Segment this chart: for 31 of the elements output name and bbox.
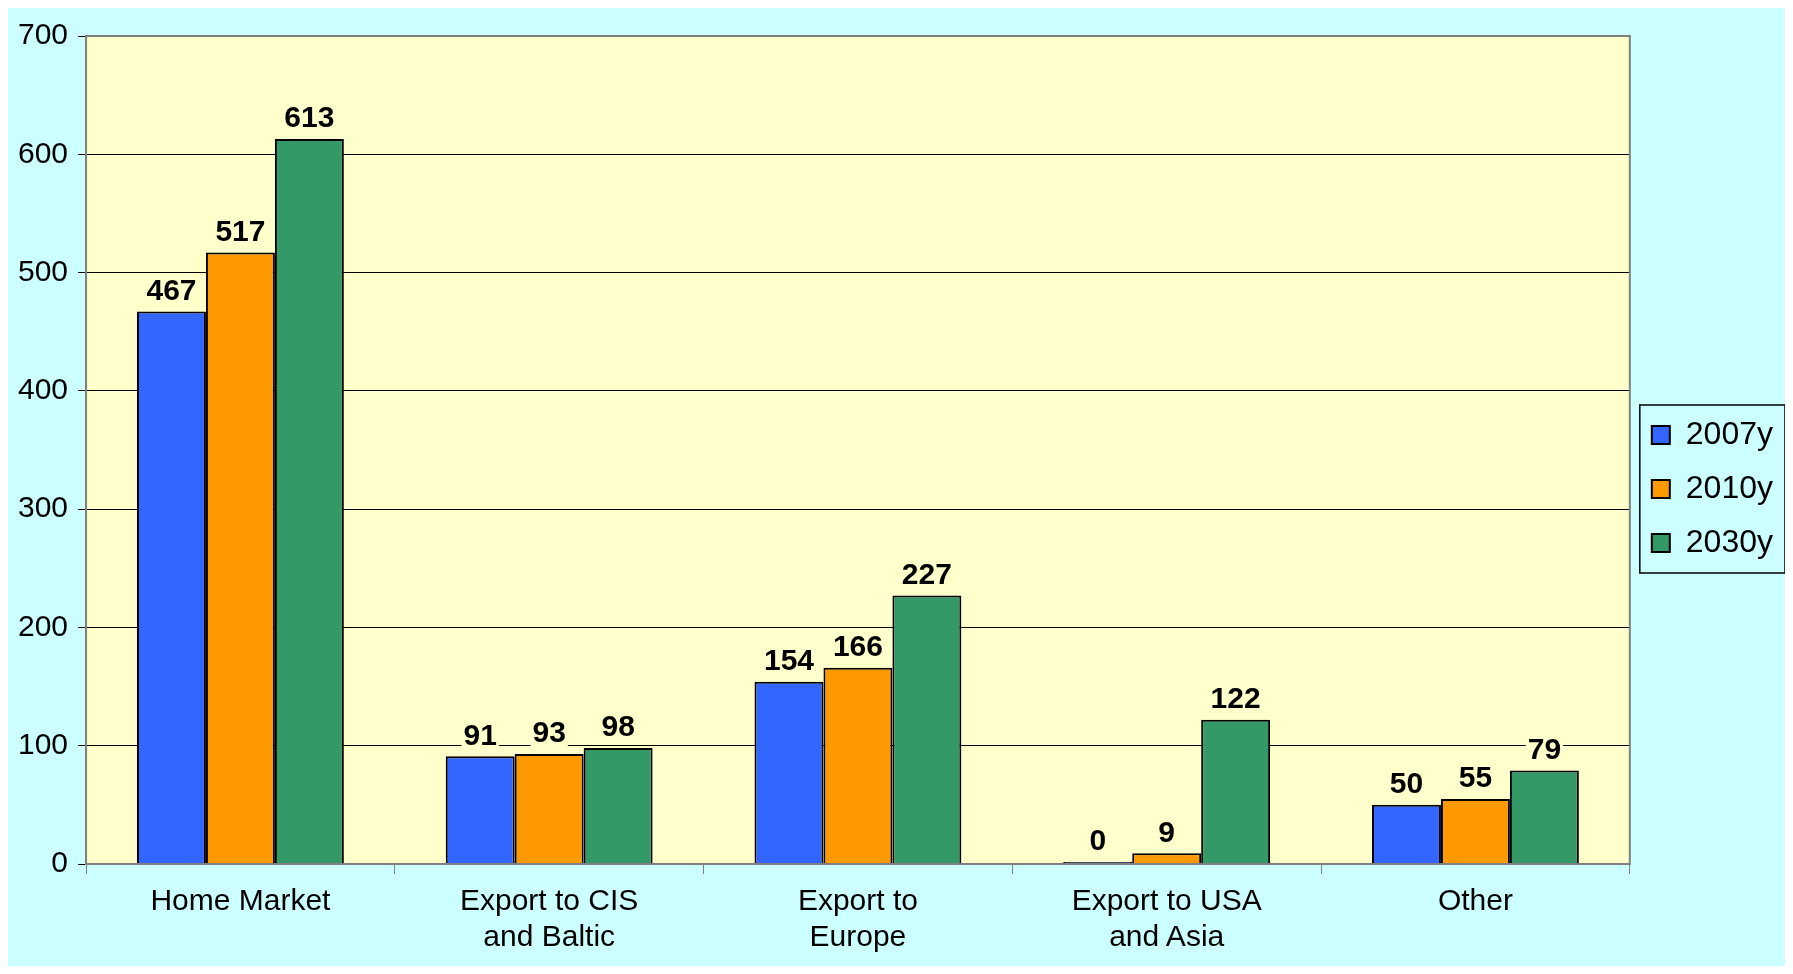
data-label: 166 <box>832 628 883 662</box>
data-label: 154 <box>763 643 815 677</box>
x-tick-label: Export to CIS and Baltic <box>459 883 639 953</box>
y-tick-label: 300 <box>17 490 69 524</box>
data-label: 517 <box>215 213 266 247</box>
legend-label: 2010y <box>1685 468 1773 505</box>
y-tick-label: 700 <box>17 17 69 51</box>
x-tick-label: Other <box>1437 883 1513 917</box>
data-label: 50 <box>1389 766 1424 800</box>
data-label: 467 <box>146 272 197 306</box>
data-label: 122 <box>1210 680 1261 714</box>
x-tick-label: Export to Europe <box>797 883 918 953</box>
y-tick-label: 100 <box>17 726 69 760</box>
data-label: 91 <box>463 717 497 751</box>
legend-label: 2030y <box>1685 522 1773 559</box>
data-label: 79 <box>1527 731 1562 765</box>
data-label: 0 <box>1089 823 1107 857</box>
data-label: 227 <box>901 556 952 590</box>
x-tick-label: Export to USA and Asia <box>1071 883 1262 953</box>
legend-label: 2007y <box>1685 414 1773 451</box>
data-label: 55 <box>1458 760 1493 794</box>
data-label: 98 <box>601 709 635 743</box>
y-tick-label: 600 <box>17 135 69 169</box>
data-label: 613 <box>284 100 335 134</box>
y-tick-label: 200 <box>17 608 69 642</box>
x-tick-label: Home Market <box>150 883 332 917</box>
data-label: 9 <box>1158 814 1176 848</box>
y-tick-label: 500 <box>17 253 69 287</box>
y-tick-label: 0 <box>51 845 69 879</box>
y-tick-label: 400 <box>17 372 69 406</box>
data-label: 93 <box>532 715 566 749</box>
